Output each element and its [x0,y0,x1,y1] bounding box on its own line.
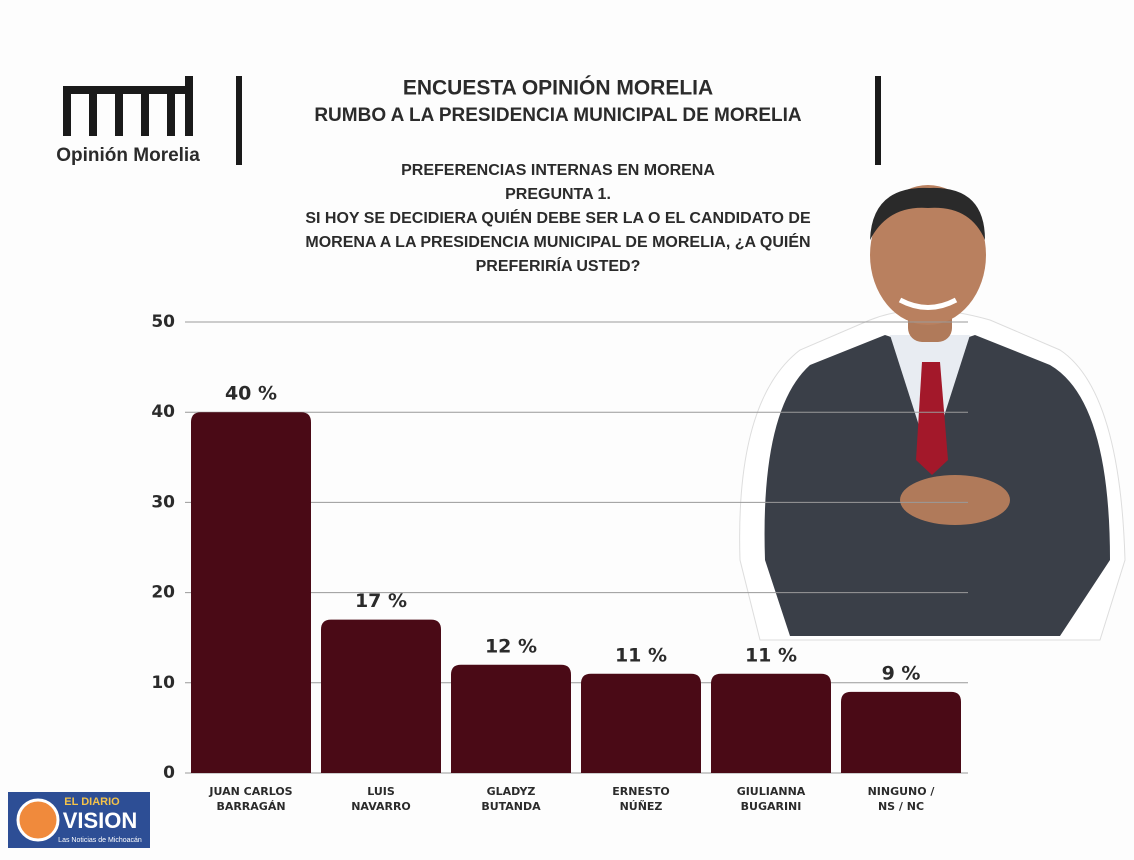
plot: 0 10 20 30 40 50 JUAN CARLOS BARRAGÁN 40 % LUIS NA… [151,312,968,813]
value-label: 12 % [485,635,537,657]
question-line: SI HOY SE DECIDIERA QUIÉN DEBE SER LA O … [305,208,811,227]
x-tick-label: NS / NC [878,800,924,813]
y-tick-label: 0 [163,763,175,783]
bar [191,412,311,773]
x-tick-label: GIULIANNA [737,785,806,798]
watermark-brand: VISION [63,808,138,833]
bar [581,673,701,773]
x-tick-label: ERNESTO [612,785,669,798]
divider [875,76,881,165]
y-tick-label: 20 [151,583,175,603]
x-tick-label: LUIS [367,785,395,798]
value-label: 17 % [355,590,407,612]
value-label: 11 % [745,644,797,666]
y-tick-label: 10 [151,673,175,693]
watermark: EL DIARIO VISION Las Noticias de Michoac… [8,792,150,848]
question-line: MORENA A LA PRESIDENCIA MUNICIPAL DE MOR… [305,232,810,251]
photo [739,185,1126,641]
bar [711,673,831,773]
bar [321,619,441,773]
x-tick-label: BUTANDA [481,800,541,813]
y-tick-label: 40 [151,402,175,422]
value-label: 40 % [225,383,277,405]
watermark-tagline: Las Noticias de Michoacán [58,837,142,844]
question-line: PREFERENCIAS INTERNAS EN MORENA [401,162,715,179]
bar [841,691,961,773]
x-tick-label: BUGARINI [741,800,802,813]
y-tick-label: 30 [151,492,175,512]
x-tick-label: NÚÑEZ [620,800,663,813]
watermark-top: EL DIARIO [64,796,120,808]
question: PREFERENCIAS INTERNAS EN MORENA PREGUNTA … [305,162,811,275]
question-line: PREFERIRÍA USTED? [476,256,641,275]
x-tick-label: JUAN CARLOS [208,785,292,798]
logo-text: Opinión Morelia [56,145,200,166]
divider [236,76,242,165]
x-tick-label: NAVARRO [351,800,411,813]
question-line: PREGUNTA 1. [505,186,611,203]
x-tick-label: BARRAGÁN [216,800,285,813]
subtitle: RUMBO A LA PRESIDENCIA MUNICIPAL DE MORE… [314,105,802,126]
x-tick-label: NINGUNO / [868,785,936,798]
x-tick-label: GLADYZ [487,785,536,798]
value-label: 9 % [882,662,921,684]
y-tick-label: 50 [151,312,175,332]
logo-mark [63,76,193,136]
title: ENCUESTA OPINIÓN MORELIA [403,76,713,100]
bar [451,664,571,773]
value-label: 11 % [615,644,667,666]
